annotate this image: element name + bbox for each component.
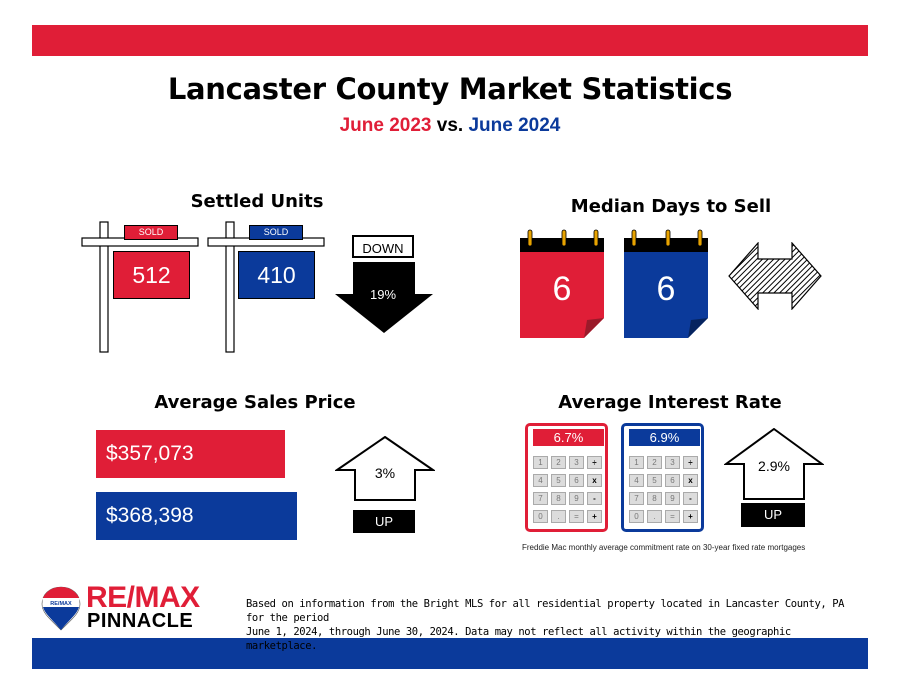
interest-rate-footnote: Freddie Mac monthly average commitment r…	[522, 543, 806, 552]
interest-rate-pct: 2.9%	[758, 458, 790, 474]
calculator-key: =	[665, 510, 680, 523]
sales-price-title: Average Sales Price	[154, 392, 356, 413]
brand-name: RE/MAX	[86, 581, 200, 614]
calculator-key: 3	[665, 456, 680, 469]
calculator-key: 1	[533, 456, 548, 469]
interest-rate-trend-label: UP	[741, 503, 805, 527]
calculator-key: 0	[629, 510, 644, 523]
days-value-b: 6	[656, 270, 676, 308]
calculator-a: 6.7% 1 2 3 ÷ 4 5 6 x 7 8 9- 0. = +	[525, 423, 608, 532]
calculator-key: 1	[629, 456, 644, 469]
subtitle-vs: vs.	[436, 115, 464, 136]
sales-price-bar-b: $368,398	[96, 492, 297, 540]
calculator-key: x	[683, 474, 698, 487]
days-to-sell-title: Median Days to Sell	[570, 196, 772, 217]
up-arrow-icon-rate	[724, 428, 824, 500]
disclaimer-line-1: Based on information from the Bright MLS…	[246, 598, 845, 624]
interest-rate-title: Average Interest Rate	[558, 392, 782, 413]
calculator-key: +	[683, 510, 698, 523]
calculator-key: x	[587, 474, 602, 487]
settled-units-value-a: 512	[113, 251, 190, 299]
calculator-key: ÷	[683, 456, 698, 469]
calculator-key: 9	[665, 492, 680, 505]
calendar-a-icon	[520, 229, 604, 338]
calculator-key: 3	[569, 456, 584, 469]
disclaimer: Based on information from the Bright MLS…	[246, 597, 846, 653]
calculator-key: 5	[647, 474, 662, 487]
settled-units-value-b: 410	[238, 251, 315, 299]
sales-price-pct: 3%	[374, 465, 396, 481]
brand-office: PINNACLE	[87, 610, 194, 632]
settled-units-pct: 19%	[369, 287, 397, 302]
calculator-key: =	[569, 510, 584, 523]
page-title: Lancaster County Market Statistics	[167, 72, 733, 106]
page-subtitle: June 2023 vs. June 2024	[0, 115, 900, 137]
balloon-logo-icon: RE/MAX	[41, 586, 81, 631]
settled-units-title: Settled Units	[190, 191, 324, 212]
subtitle-period-b: June 2024	[468, 115, 561, 136]
sales-price-trend-label: UP	[353, 510, 415, 533]
sold-tag-a: SOLD	[124, 225, 178, 240]
calculator-b-screen: 6.9%	[629, 429, 700, 446]
down-arrow-icon	[335, 262, 433, 333]
bottom-blue-band	[32, 638, 868, 669]
calculator-key: 2	[647, 456, 662, 469]
calculator-key: 5	[551, 474, 566, 487]
calculator-key: 8	[551, 492, 566, 505]
disclaimer-line-2: June 1, 2024, through June 30, 2024. Dat…	[246, 626, 791, 652]
calculator-key: ÷	[587, 456, 602, 469]
calculator-key: .	[551, 510, 566, 523]
calculator-key: .	[647, 510, 662, 523]
calculator-key: 4	[533, 474, 548, 487]
top-red-band	[32, 25, 868, 56]
calculator-key: -	[683, 492, 698, 505]
double-arrow-icon	[728, 242, 822, 310]
calculator-key: -	[587, 492, 602, 505]
calculator-a-screen: 6.7%	[533, 429, 604, 446]
calculator-b: 6.9% 1 2 3 ÷ 4 5 6 x 7 8 9- 0. = +	[621, 423, 704, 532]
calculator-key: 9	[569, 492, 584, 505]
calculator-key: 2	[551, 456, 566, 469]
subtitle-period-a: June 2023	[339, 115, 432, 136]
calculator-key: 8	[647, 492, 662, 505]
calculator-key: +	[587, 510, 602, 523]
sold-tag-b: SOLD	[249, 225, 303, 240]
calculator-key: 7	[629, 492, 644, 505]
days-value-a: 6	[552, 270, 572, 308]
calculator-key: 7	[533, 492, 548, 505]
calculator-key: 0	[533, 510, 548, 523]
calculator-key: 4	[629, 474, 644, 487]
calculator-key: 6	[569, 474, 584, 487]
down-label: DOWN	[352, 235, 414, 258]
up-arrow-icon-price	[335, 436, 435, 501]
sales-price-bar-a: $357,073	[96, 430, 285, 478]
balloon-text: RE/MAX	[50, 601, 72, 607]
calendar-b-icon	[624, 229, 708, 338]
calculator-key: 6	[665, 474, 680, 487]
